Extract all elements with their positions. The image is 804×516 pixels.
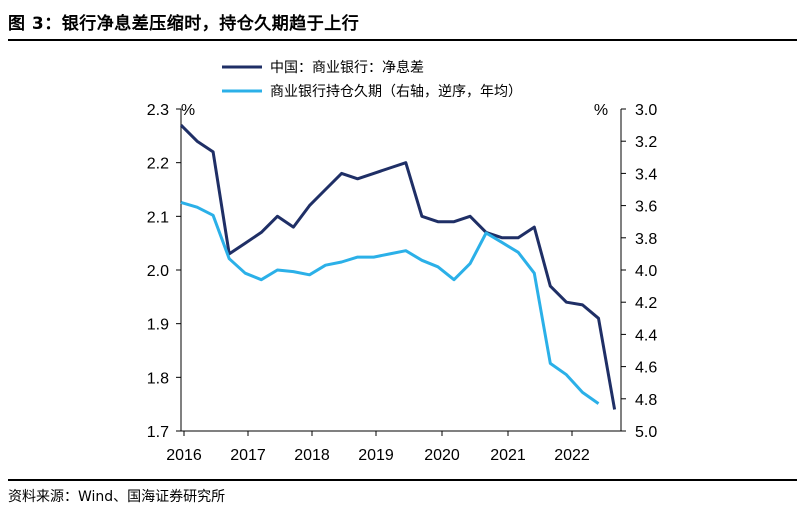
x-tick-label: 2020 bbox=[424, 447, 460, 464]
y-left-tick-label: 2.2 bbox=[147, 156, 169, 173]
x-tick-label: 2017 bbox=[230, 447, 266, 464]
x-tick-label: 2018 bbox=[294, 447, 330, 464]
source-rule bbox=[8, 479, 797, 481]
y-right-tick-label: 3.0 bbox=[635, 102, 657, 119]
y-left-tick-label: 2.1 bbox=[147, 209, 169, 226]
y-right-tick-label: 3.6 bbox=[635, 199, 657, 216]
series-line-holding-duration bbox=[180, 200, 600, 405]
y-right-tick-label: 4.2 bbox=[635, 295, 657, 312]
axes: 1.7 1.8 1.9 2.0 2.1 2.2 2.3% 3.0 3.2 3.4 3.6 3.8 4.0… bbox=[147, 102, 658, 464]
y-right-tick-label: 4.6 bbox=[635, 360, 657, 377]
x-tick-label: 2021 bbox=[490, 447, 526, 464]
legend-label: 商业银行持仓久期（右轴，逆序，年均） bbox=[270, 84, 522, 100]
y-right-unit: % bbox=[594, 102, 608, 119]
y-right-tick-label: 3.4 bbox=[635, 166, 657, 183]
y-left-tick-label: 2.0 bbox=[147, 263, 169, 280]
x-tick-label: 2016 bbox=[166, 447, 202, 464]
series-line-net-interest-margin bbox=[179, 124, 617, 410]
legend-label: 中国：商业银行：净息差 bbox=[270, 59, 424, 76]
y-right-tick-label: 3.8 bbox=[635, 231, 657, 248]
x-tick-label: 2022 bbox=[554, 447, 590, 464]
y-right-tick-label: 4.4 bbox=[635, 327, 657, 344]
figure-title: 图 3：银行净息差压缩时，持仓久期趋于上行 bbox=[8, 14, 360, 34]
y-right-tick-label: 3.2 bbox=[635, 134, 657, 151]
y-right-tick-label: 5.0 bbox=[635, 424, 657, 441]
x-tick-label: 2019 bbox=[358, 447, 394, 464]
y-left-tick-label: 1.7 bbox=[147, 424, 169, 441]
y-left-unit: % bbox=[181, 102, 195, 119]
plot-area bbox=[179, 124, 617, 410]
y-left-tick-label: 2.3 bbox=[147, 102, 169, 119]
y-left-tick-label: 1.9 bbox=[147, 317, 169, 334]
y-right-tick-label: 4.8 bbox=[635, 392, 657, 409]
source-note: 资料来源：Wind、国海证券研究所 bbox=[8, 489, 226, 505]
y-left-tick-label: 1.8 bbox=[147, 370, 169, 387]
title-rule bbox=[8, 39, 797, 41]
y-right-tick-label: 4.0 bbox=[635, 263, 657, 280]
